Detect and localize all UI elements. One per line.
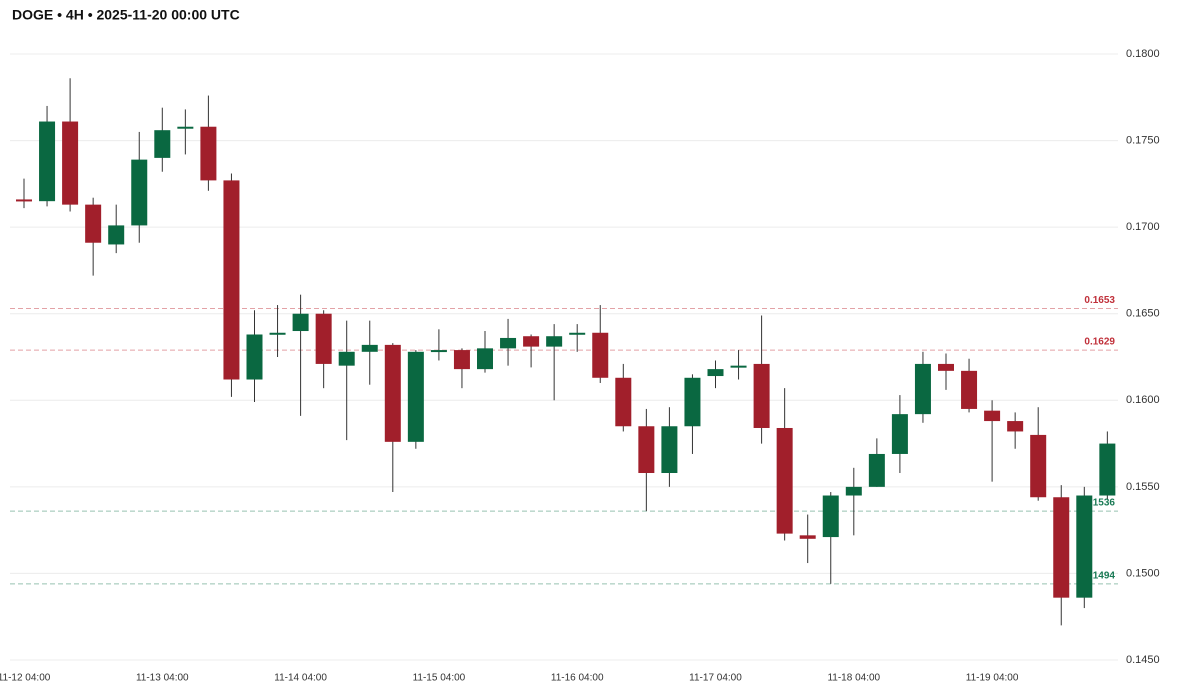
candle-body (361, 344, 378, 352)
level-label: 0.1536 (1084, 498, 1115, 509)
candle-body (1099, 443, 1116, 496)
candle-body (891, 414, 908, 454)
candle-body (223, 180, 240, 380)
candle-body (546, 336, 563, 347)
x-tick-label: 11-19 04:00 (966, 673, 1019, 684)
candle-body (407, 351, 424, 442)
candle-body (730, 365, 747, 368)
level-label: 0.1653 (1084, 295, 1115, 306)
candle-body (615, 377, 632, 427)
chart-title: DOGE • 4H • 2025-11-20 00:00 UTC (12, 7, 240, 23)
candle-body (914, 363, 931, 415)
candle-body (384, 344, 401, 442)
level-label: 0.1629 (1084, 337, 1115, 348)
candle-body (500, 337, 517, 349)
candle-body (430, 350, 447, 353)
candle-body (1053, 497, 1070, 598)
candle-body (85, 204, 102, 243)
candle-body (684, 377, 701, 427)
candle-body (269, 332, 286, 335)
y-tick-label: 0.1650 (1126, 308, 1160, 320)
y-tick-label: 0.1600 (1126, 394, 1160, 406)
candle-body (845, 486, 862, 496)
candle-body (1007, 421, 1024, 432)
candle-body (776, 427, 793, 534)
candle-body (177, 126, 194, 129)
candle-body (984, 410, 1001, 422)
candle-body (315, 313, 332, 364)
level-label: 0.1494 (1084, 570, 1115, 581)
x-tick-label: 11-16 04:00 (551, 673, 604, 684)
candle-body (569, 332, 586, 335)
candle-body (1076, 495, 1093, 598)
candle-body (154, 130, 171, 158)
y-tick-label: 0.1800 (1126, 48, 1160, 60)
x-tick-label: 11-18 04:00 (827, 673, 880, 684)
candle-body (108, 225, 125, 245)
candle-body (200, 126, 217, 181)
candle-body (453, 350, 470, 370)
candle-body (868, 453, 885, 487)
candle-body (62, 121, 79, 205)
candle-body (338, 351, 355, 366)
x-tick-label: 11-14 04:00 (274, 673, 327, 684)
candle-body (523, 336, 540, 347)
candle-body (292, 313, 309, 332)
y-tick-label: 0.1500 (1126, 567, 1160, 579)
candle-body (16, 199, 32, 202)
x-tick-label: 11-13 04:00 (136, 673, 189, 684)
x-tick-label: 11-17 04:00 (689, 673, 742, 684)
candle-body (131, 159, 148, 226)
candle-body (707, 369, 724, 377)
candle-body (753, 363, 770, 428)
candle-body (1030, 434, 1047, 498)
y-tick-label: 0.1700 (1126, 221, 1160, 233)
candle-body (246, 334, 263, 380)
candle-body (477, 348, 493, 370)
x-tick-label: 11-15 04:00 (413, 673, 466, 684)
y-tick-label: 0.1550 (1126, 481, 1160, 493)
candle-body (39, 121, 56, 202)
candle-body (938, 363, 954, 371)
y-tick-label: 0.1450 (1126, 654, 1160, 666)
candle-body (961, 370, 978, 409)
candle-body (661, 426, 678, 474)
y-tick-label: 0.1750 (1126, 134, 1160, 146)
candle-body (822, 495, 839, 538)
candle-body (592, 332, 609, 378)
x-tick-label: 11-12 04:00 (0, 673, 51, 684)
candle-body (799, 535, 816, 539)
candle-body (638, 426, 655, 474)
